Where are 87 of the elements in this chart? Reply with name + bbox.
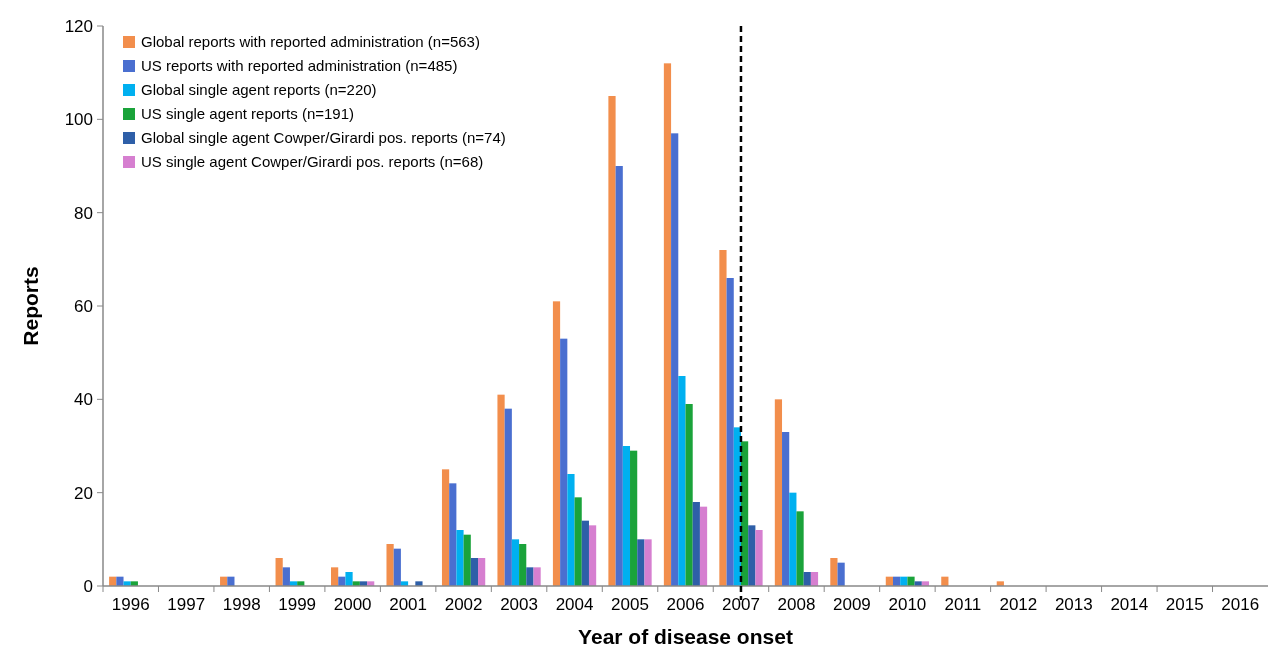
x-tick-label: 1996 <box>111 595 150 614</box>
bar <box>608 96 616 586</box>
x-tick-label: 2003 <box>500 595 538 614</box>
bar <box>637 539 645 586</box>
x-tick-label: 2000 <box>333 595 372 614</box>
y-tick-label: 80 <box>74 203 93 223</box>
x-tick-label: 2009 <box>833 595 871 614</box>
legend-label: Global reports with reported administration (n=563) <box>141 33 480 51</box>
bar <box>588 525 597 586</box>
bar <box>275 558 283 586</box>
bar <box>526 567 534 586</box>
bar <box>560 338 568 586</box>
bar <box>497 394 505 586</box>
bar <box>441 469 450 586</box>
bar <box>622 446 631 586</box>
bar <box>478 558 486 586</box>
bar <box>386 544 394 586</box>
bar <box>671 133 679 586</box>
x-tick-label: 2014 <box>1110 595 1149 614</box>
y-tick-label: 60 <box>74 296 93 316</box>
bar <box>830 558 838 586</box>
legend-label: Global single agent Cowper/Girardi pos. reports (n=74) <box>141 129 506 147</box>
x-tick-label: 2015 <box>1165 595 1204 614</box>
bar <box>782 432 790 586</box>
bar <box>685 404 693 586</box>
bar <box>456 530 464 586</box>
x-tick-label: 2010 <box>888 595 927 614</box>
bar <box>282 567 290 586</box>
x-tick-label: 2005 <box>611 595 649 614</box>
x-tick-label: 2008 <box>777 595 816 614</box>
legend-label: Global single agent reports (n=220) <box>141 81 377 99</box>
y-tick-label: 120 <box>64 16 93 36</box>
y-tick-label: 100 <box>64 110 93 130</box>
legend-label: US single agent reports (n=191) <box>141 105 355 123</box>
x-tick-label: 2007 <box>722 595 760 614</box>
bar <box>774 399 783 586</box>
bar <box>644 539 652 586</box>
y-tick-label: 20 <box>74 483 93 503</box>
bar <box>393 548 401 586</box>
x-tick-label: 2011 <box>944 595 982 614</box>
x-tick-label: 2012 <box>999 595 1038 614</box>
bar <box>415 581 423 586</box>
bar <box>463 534 471 586</box>
bar <box>511 539 520 586</box>
bar <box>519 544 527 586</box>
bar <box>837 562 845 586</box>
x-axis-title: Year of disease onset <box>578 625 793 648</box>
bar <box>630 450 638 586</box>
x-tick-label: 1999 <box>278 595 317 614</box>
y-axis-title: Reports <box>19 266 42 346</box>
x-tick-label: 1998 <box>222 595 261 614</box>
bar <box>116 576 124 586</box>
bar <box>470 558 479 586</box>
bar <box>345 572 353 586</box>
bar <box>803 572 811 586</box>
legend-label: US reports with reported administration (n=485) <box>141 57 458 75</box>
bar <box>504 408 512 586</box>
bar <box>726 278 734 586</box>
bar <box>567 474 575 586</box>
bar <box>748 525 756 586</box>
x-tick-label: 2004 <box>555 595 594 614</box>
legend-label: US single agent Cowper/Girardi pos. reports (n=68) <box>141 153 484 171</box>
bar <box>581 520 589 586</box>
bar <box>796 511 804 586</box>
x-tick-label: 2016 <box>1221 595 1260 614</box>
bar <box>449 483 457 586</box>
x-tick-label: 2013 <box>1054 595 1093 614</box>
bar <box>574 497 582 586</box>
bar <box>810 572 819 586</box>
x-tick-label: 2002 <box>444 595 483 614</box>
bar <box>699 506 708 586</box>
y-tick-label: 40 <box>74 390 93 410</box>
bar <box>789 492 797 586</box>
bar <box>615 166 623 586</box>
bar <box>755 530 763 586</box>
bar <box>678 376 686 586</box>
x-tick-label: 2006 <box>666 595 705 614</box>
bar <box>533 567 541 586</box>
bar <box>552 301 561 586</box>
bar <box>719 250 727 586</box>
bar <box>692 502 700 586</box>
x-tick-label: 2001 <box>389 595 428 614</box>
bar <box>907 576 915 586</box>
y-tick-label: 0 <box>83 576 93 596</box>
x-tick-label: 1997 <box>167 595 206 614</box>
bar <box>331 567 339 586</box>
bar <box>663 63 672 586</box>
